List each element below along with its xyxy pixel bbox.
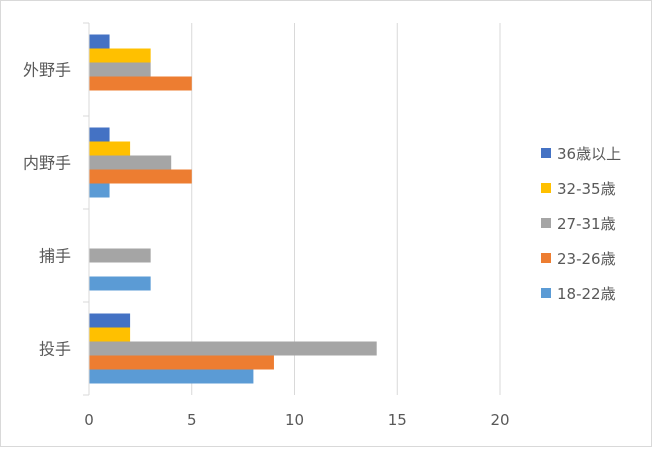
bar-23-26歳-外野手 bbox=[89, 76, 192, 91]
category-label: 外野手 bbox=[23, 61, 71, 80]
bar-27-31歳-投手 bbox=[89, 341, 377, 356]
bar-series bbox=[89, 34, 377, 384]
bar-32-35歳-外野手 bbox=[89, 48, 151, 63]
bar-32-35歳-投手 bbox=[89, 327, 131, 342]
axis bbox=[83, 22, 90, 396]
bar-23-26歳-内野手 bbox=[89, 169, 192, 184]
legend-swatch bbox=[541, 148, 551, 158]
legend-swatch bbox=[541, 218, 551, 228]
bar-36歳以上-外野手 bbox=[89, 34, 110, 49]
bar-18-22歳-捕手 bbox=[89, 276, 151, 291]
x-tick-label: 15 bbox=[388, 411, 407, 429]
bar-36歳以上-投手 bbox=[89, 313, 131, 328]
category-labels: 投手 捕手 内野手 外野手 bbox=[23, 61, 71, 359]
legend-label: 18-22歳 bbox=[557, 285, 616, 303]
bar-18-22歳-投手 bbox=[89, 369, 254, 384]
bar-27-31歳-内野手 bbox=[89, 155, 172, 170]
x-tick-label: 5 bbox=[187, 411, 197, 429]
x-tick-label: 20 bbox=[490, 411, 509, 429]
bar-32-35歳-内野手 bbox=[89, 141, 131, 156]
gridlines bbox=[191, 23, 501, 395]
category-label: 投手 bbox=[39, 340, 71, 359]
legend-swatch bbox=[541, 183, 551, 193]
x-tick-label: 0 bbox=[84, 411, 94, 429]
x-tick-labels: 0 5 10 15 20 bbox=[84, 411, 509, 429]
category-label: 内野手 bbox=[23, 154, 71, 173]
legend-swatch bbox=[541, 253, 551, 263]
bar-36歳以上-内野手 bbox=[89, 127, 110, 142]
legend-label: 23-26歳 bbox=[557, 250, 616, 268]
bar-18-22歳-内野手 bbox=[89, 183, 110, 198]
bar-27-31歳-捕手 bbox=[89, 248, 151, 263]
legend-label: 32-35歳 bbox=[557, 180, 616, 198]
bar-23-26歳-投手 bbox=[89, 355, 274, 370]
legend-swatch bbox=[541, 288, 551, 298]
category-label: 捕手 bbox=[39, 247, 71, 266]
legend: 36歳以上 32-35歳 27-31歳 23-26歳 18-22歳 bbox=[541, 145, 621, 303]
x-tick-label: 10 bbox=[285, 411, 304, 429]
bar-27-31歳-外野手 bbox=[89, 62, 151, 77]
legend-label: 27-31歳 bbox=[557, 215, 616, 233]
legend-label: 36歳以上 bbox=[557, 145, 621, 163]
